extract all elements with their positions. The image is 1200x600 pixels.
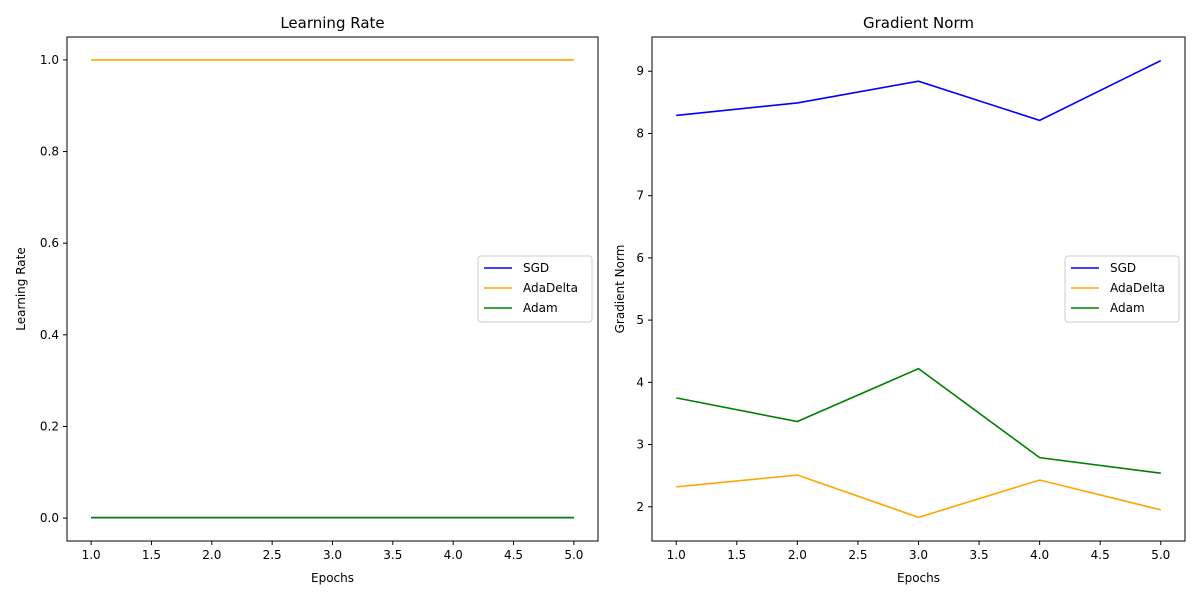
y-tick-label: 8 — [636, 126, 644, 140]
y-tick-label: 1.0 — [40, 53, 59, 67]
x-tick-label: 2.0 — [202, 548, 221, 562]
legend: SGD AdaDelta Adam — [477, 255, 593, 323]
legend-label-adam: Adam — [1110, 301, 1145, 315]
axes-frame — [651, 36, 1186, 542]
series-line-sgd — [676, 59, 1162, 122]
legend-box — [477, 255, 593, 323]
x-tick-label: 3.0 — [323, 548, 342, 562]
x-tick-label: 1.0 — [667, 548, 686, 562]
y-axis-label: Learning Rate — [14, 247, 28, 330]
x-axis-label: Epochs — [311, 571, 354, 585]
legend-label-adam: Adam — [523, 301, 558, 315]
legend-label-adadelta: AdaDelta — [1110, 281, 1165, 295]
y-tick-label: 7 — [636, 189, 644, 203]
chart-title: Learning Rate — [280, 14, 384, 32]
series-lines — [676, 59, 1162, 519]
y-tick-label: 3 — [636, 438, 644, 452]
y-tick-label: 9 — [636, 64, 644, 78]
x-tick-label: 3.5 — [970, 548, 989, 562]
x-tick-label: 1.0 — [82, 548, 101, 562]
x-tick-label: 2.0 — [788, 548, 807, 562]
x-ticks: 1.0 1.5 2.0 2.5 3.0 3.5 4.0 4.5 5.0 — [667, 541, 1170, 562]
x-tick-label: 1.5 — [727, 548, 746, 562]
legend-label-sgd: SGD — [1110, 261, 1136, 275]
legend-label-adadelta: AdaDelta — [523, 281, 578, 295]
x-tick-label: 2.5 — [263, 548, 282, 562]
x-ticks: 1.0 1.5 2.0 2.5 3.0 3.5 4.0 4.5 5.0 — [82, 541, 583, 562]
y-tick-label: 0.4 — [40, 328, 59, 342]
y-tick-label: 5 — [636, 313, 644, 327]
y-tick-label: 6 — [636, 251, 644, 265]
series-line-adam — [676, 367, 1161, 474]
series-lines — [91, 59, 574, 519]
y-ticks: 2 3 4 5 6 7 8 9 — [636, 64, 652, 514]
x-tick-label: 2.5 — [848, 548, 867, 562]
y-tick-label: 0.8 — [40, 145, 59, 159]
x-tick-label: 4.5 — [504, 548, 523, 562]
x-tick-label: 5.0 — [1151, 548, 1170, 562]
x-tick-label: 1.5 — [142, 548, 161, 562]
chart-title: Gradient Norm — [863, 14, 974, 32]
x-tick-label: 4.0 — [444, 548, 463, 562]
x-tick-label: 3.5 — [383, 548, 402, 562]
y-tick-label: 0.0 — [40, 511, 59, 525]
x-tick-label: 5.0 — [564, 548, 583, 562]
learning-rate-chart: Learning Rate Epochs Learning Rate 1.0 1.… — [14, 14, 599, 585]
legend: SGD AdaDelta Adam — [1064, 255, 1180, 323]
y-ticks: 0.0 0.2 0.4 0.6 0.8 1.0 — [40, 53, 67, 525]
y-tick-label: 0.6 — [40, 236, 59, 250]
legend-box — [1064, 255, 1180, 323]
y-axis-label: Gradient Norm — [613, 245, 627, 334]
legend-label-sgd: SGD — [523, 261, 549, 275]
axes-frame — [66, 36, 599, 542]
series-line-adadelta — [676, 474, 1161, 519]
x-tick-label: 4.5 — [1091, 548, 1110, 562]
y-tick-label: 2 — [636, 500, 644, 514]
x-axis-label: Epochs — [897, 571, 940, 585]
x-tick-label: 4.0 — [1030, 548, 1049, 562]
x-tick-label: 3.0 — [909, 548, 928, 562]
y-tick-label: 4 — [636, 375, 644, 389]
gradient-norm-chart: Gradient Norm Epochs Gradient Norm 1.0 1.… — [613, 14, 1186, 585]
y-tick-label: 0.2 — [40, 419, 59, 433]
